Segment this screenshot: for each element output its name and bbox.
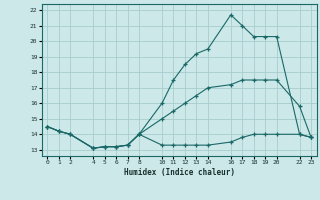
X-axis label: Humidex (Indice chaleur): Humidex (Indice chaleur) [124, 168, 235, 177]
